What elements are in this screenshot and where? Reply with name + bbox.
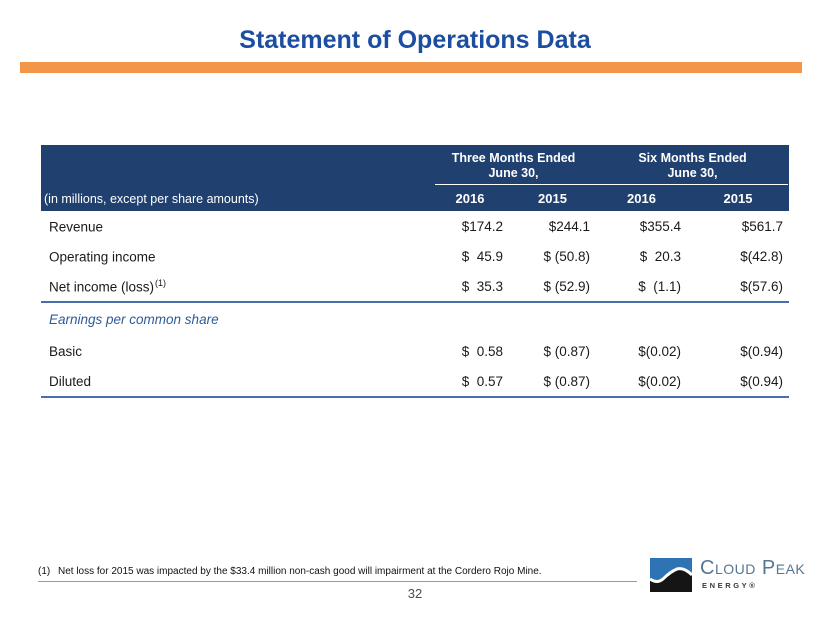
table-bottom-border: [41, 396, 789, 398]
col-group-line2: June 30,: [488, 166, 539, 180]
page-title: Statement of Operations Data: [239, 26, 591, 54]
table-header: Three Months Ended June 30, Six Months E…: [41, 145, 789, 211]
table-divider: [41, 301, 789, 303]
cell-value: $ (1.1): [638, 278, 681, 294]
header-spacer: [41, 145, 431, 184]
cell-value: $ 35.3: [461, 278, 503, 294]
cell-value: $ 45.9: [461, 248, 503, 264]
footnote-ref: (1): [155, 277, 167, 288]
page-number: 32: [407, 586, 423, 601]
year-header: 2015: [538, 191, 567, 206]
cell-value: $(0.02): [638, 373, 681, 389]
table-row-diluted: Diluted $ 0.57 $ (0.87) $(0.02) $(0.94): [41, 366, 789, 396]
cell-value: $(0.02): [638, 343, 681, 359]
cell-value: $ (0.87): [543, 343, 590, 359]
year-header-row: (in millions, except per share amounts) …: [41, 184, 789, 211]
row-label: Basic: [49, 343, 83, 359]
cell-value: $174.2: [461, 218, 503, 234]
operations-table: Three Months Ended June 30, Six Months E…: [41, 145, 789, 398]
footer-divider: [38, 581, 637, 582]
table-section-row: Earnings per common share: [41, 303, 789, 336]
table-row-basic: Basic $ 0.58 $ (0.87) $(0.02) $(0.94): [41, 336, 789, 366]
table-row-revenue: Revenue $174.2 $244.1 $355.4 $561.7: [41, 211, 789, 241]
footnote-text: Net loss for 2015 was impacted by the $3…: [58, 566, 542, 577]
logo-company-name: Cloud Peak: [700, 557, 806, 579]
cell-value: $(42.8): [740, 248, 783, 264]
table-row-net-income: Net income (loss)(1) $ 35.3 $ (52.9) $ (…: [41, 271, 789, 301]
col-group-line1: Three Months Ended: [451, 151, 576, 165]
cell-value: $ 0.58: [461, 343, 503, 359]
column-group-row: Three Months Ended June 30, Six Months E…: [41, 145, 789, 184]
row-label: Diluted: [49, 373, 92, 389]
section-label: Earnings per common share: [49, 312, 219, 327]
col-group-three-months: Three Months Ended June 30,: [431, 145, 596, 184]
col-group-six-months: Six Months Ended June 30,: [596, 145, 789, 184]
footnote: (1) Net loss for 2015 was impacted by th…: [38, 566, 638, 577]
cell-value: $ 20.3: [639, 248, 681, 264]
cell-value: $(0.94): [740, 343, 783, 359]
year-header: 2015: [723, 191, 753, 206]
units-note: (in millions, except per share amounts): [44, 192, 259, 206]
logo-text: Cloud Peak ENERGY®: [700, 558, 805, 592]
cell-value: $ (0.87): [543, 373, 590, 389]
cell-value: $355.4: [639, 218, 681, 234]
title-accent-bar: [20, 62, 802, 73]
cell-value: $244.1: [548, 218, 590, 234]
row-label: Revenue: [49, 219, 104, 235]
logo-energy-label: ENERGY®: [702, 581, 758, 590]
year-header: 2016: [627, 191, 656, 206]
cloud-peak-mountain-icon: [650, 558, 692, 592]
table-row-operating-income: Operating income $ 45.9 $ (50.8) $ 20.3 …: [41, 241, 789, 271]
col-group-line1: Six Months Ended: [638, 151, 747, 165]
col-group-line2: June 30,: [667, 166, 718, 180]
cell-value: $ (50.8): [543, 248, 590, 264]
cell-value: $(0.94): [740, 373, 783, 389]
row-label: Net income (loss)(1): [49, 277, 167, 295]
year-header: 2016: [455, 191, 485, 206]
cell-value: $561.7: [741, 218, 783, 234]
cell-value: $(57.6): [740, 278, 783, 294]
company-logo: Cloud Peak ENERGY®: [650, 558, 805, 592]
cell-value: $ 0.57: [461, 373, 503, 389]
cell-value: $ (52.9): [543, 278, 590, 294]
row-label: Operating income: [49, 249, 156, 265]
header-underline: [435, 184, 788, 185]
footnote-marker: (1): [38, 566, 51, 577]
